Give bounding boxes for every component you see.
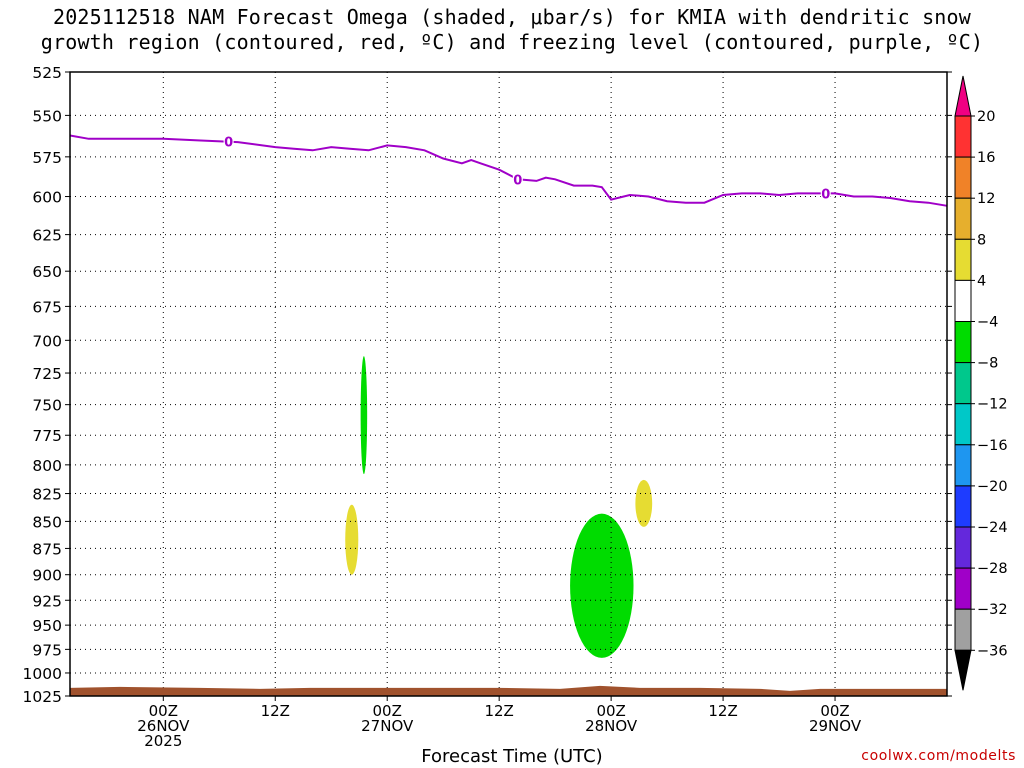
omega-region-4 — [570, 513, 634, 658]
y-tick-label-625: 625 — [32, 227, 62, 245]
y-tick-label-575: 575 — [32, 149, 62, 167]
colorbar-label-5: 4 — [977, 273, 986, 289]
colorbar-label-8: −12 — [977, 397, 1008, 413]
colorbar: 20 16 12 8 4 −4 −8 −12 −16 −20 −24 −28 −32 −36 — [954, 75, 1008, 691]
x-tick-label-h48-2: 28NOV — [585, 717, 638, 735]
freezing-level-line — [69, 134, 948, 207]
plot-border — [69, 71, 948, 697]
title-line-1: 2025112518 NAM Forecast Omega (shaded, μ… — [52, 5, 972, 29]
y-tick-label-800: 800 — [32, 457, 62, 475]
y-tick-label-600: 600 — [32, 189, 62, 207]
x-tick-label-h0-3: 2025 — [144, 732, 182, 750]
colorbar-label-6: −4 — [977, 315, 998, 331]
y-axis: 525 550 575 600 625 650 675 700 725 750 775 800 825 8… — [23, 64, 952, 706]
y-tick-label-525: 525 — [32, 64, 62, 82]
y-tick-label-750: 750 — [32, 397, 62, 415]
colorbar-bin-8 — [954, 403, 972, 446]
colorbar-bin-12 — [954, 567, 972, 610]
y-tick-label-675: 675 — [32, 298, 62, 316]
freezing-level-label-3: 0 — [821, 187, 830, 202]
colorbar-bin-7 — [954, 362, 972, 405]
freezing-level-label-bg-2 — [512, 172, 523, 187]
colorbar-bin-1 — [954, 115, 972, 158]
plot-area — [70, 72, 947, 696]
y-tick-label-700: 700 — [32, 332, 62, 350]
colorbar-bin-11 — [954, 526, 972, 569]
colorbar-label-7: −8 — [977, 356, 998, 372]
y-tick-label-775: 775 — [32, 427, 62, 445]
colorbar-bottom-arrow — [954, 649, 972, 691]
colorbar-label-1: 20 — [977, 109, 995, 125]
colorbar-top-arrow — [954, 75, 972, 117]
colorbar-label-14: −36 — [977, 643, 1008, 659]
y-tick-label-875: 875 — [32, 540, 62, 558]
colorbar-bin-10 — [954, 485, 972, 528]
x-tick-label-h12-1: 12Z — [261, 702, 290, 720]
x-tick-label-h0-2: 26NOV — [137, 717, 190, 735]
colorbar-label-13: −32 — [977, 602, 1008, 618]
omega-region-1 — [360, 356, 368, 475]
colorbar-bin-5 — [954, 279, 972, 322]
colorbar-bin-3 — [954, 197, 972, 240]
y-tick-label-975: 975 — [32, 641, 62, 659]
colorbar-bin-4 — [954, 238, 972, 281]
y-tick-label-850: 850 — [32, 513, 62, 531]
freezing-level-label-2: 0 — [513, 173, 522, 188]
terrain-area — [70, 685, 947, 696]
y-tick-label-650: 650 — [32, 263, 62, 281]
x-tick-label-h48-1: 00Z — [596, 702, 625, 720]
x-tick-label-h72-2: 29NOV — [809, 717, 862, 735]
x-axis-label: Forecast Time (UTC) — [421, 746, 603, 767]
freezing-level-contour: 0 0 0 — [69, 134, 948, 207]
y-tick-label-825: 825 — [32, 486, 62, 504]
terrain-fill — [70, 685, 947, 696]
colorbar-bin-2 — [954, 156, 972, 199]
x-tick-label-h24-1: 00Z — [373, 702, 402, 720]
freezing-level-label-bg-1 — [223, 134, 234, 149]
omega-region-2 — [345, 504, 359, 575]
y-tick-label-1025: 1025 — [23, 688, 62, 706]
x-tick-label-h24-2: 27NOV — [361, 717, 414, 735]
colorbar-bin-6 — [954, 321, 972, 364]
colorbar-label-4: 8 — [977, 232, 986, 248]
plot-background — [70, 72, 947, 696]
credit-text: coolwx.com/modelts — [861, 748, 1016, 764]
colorbar-label-9: −16 — [977, 438, 1008, 454]
omega-shading — [345, 356, 653, 658]
colorbar-label-2: 16 — [977, 150, 995, 166]
title-line-2: growth region (contoured, red, ºC) and f… — [40, 30, 984, 54]
y-tick-label-1000: 1000 — [23, 665, 62, 683]
y-tick-label-550: 550 — [32, 107, 62, 125]
x-tick-label-h72-1: 00Z — [820, 702, 849, 720]
freezing-level-label-1: 0 — [224, 136, 233, 151]
grid-lines — [70, 72, 947, 696]
y-tick-label-950: 950 — [32, 617, 62, 635]
y-tick-label-925: 925 — [32, 592, 62, 610]
colorbar-label-11: −24 — [977, 520, 1008, 536]
colorbar-label-10: −20 — [977, 479, 1008, 495]
x-tick-label-h0-1: 00Z — [149, 702, 178, 720]
x-tick-label-h36-1: 12Z — [484, 702, 513, 720]
colorbar-label-3: 12 — [977, 191, 995, 207]
plot-frame — [69, 71, 948, 697]
omega-region-3 — [635, 479, 653, 527]
colorbar-bin-9 — [954, 444, 972, 487]
chart-title: 2025112518 NAM Forecast Omega (shaded, μ… — [0, 5, 1024, 55]
freezing-level-label-bg-3 — [820, 186, 831, 201]
y-tick-label-900: 900 — [32, 567, 62, 585]
x-tick-label-h60-1: 12Z — [708, 702, 737, 720]
colorbar-bin-13 — [954, 608, 972, 651]
y-tick-label-725: 725 — [32, 365, 62, 383]
colorbar-label-12: −28 — [977, 561, 1008, 577]
